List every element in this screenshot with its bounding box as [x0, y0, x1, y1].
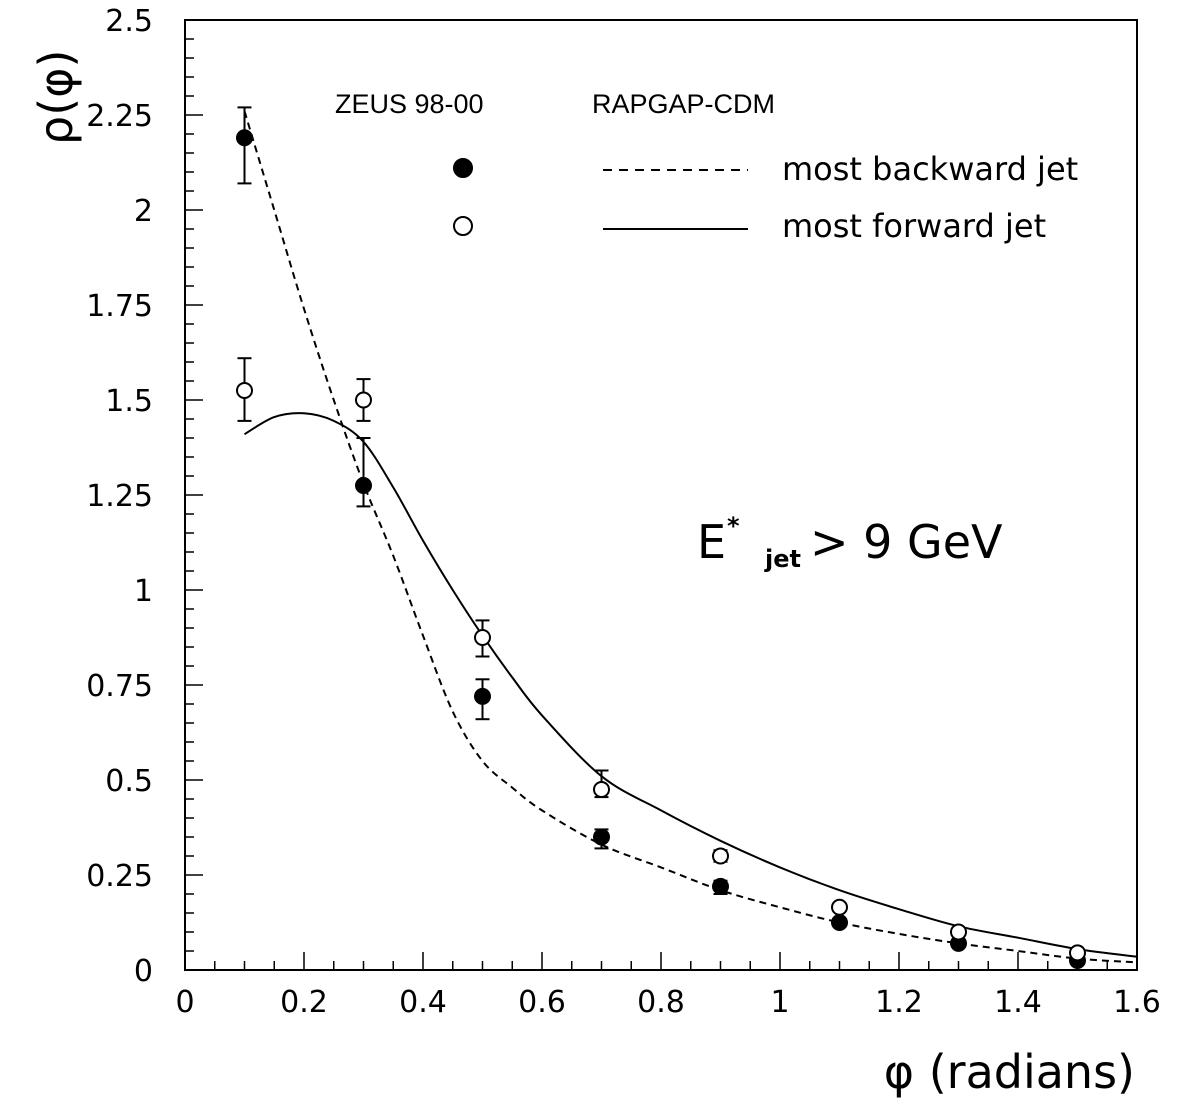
y-tick-label: 2 [134, 194, 153, 229]
x-tick-label: 0 [175, 985, 194, 1020]
cut-annotation: E * jet > 9 GeV [697, 512, 1003, 573]
y-tick-label: 2.25 [86, 99, 153, 134]
forward-jet-data-point [236, 382, 253, 399]
legend-marker-forward [453, 216, 473, 236]
x-tick-label: 0.2 [280, 985, 328, 1020]
y-axis-label: ρ(φ) [29, 50, 83, 145]
annotation-main: E [697, 515, 726, 569]
axis-ticks [184, 19, 1138, 971]
y-tick-label: 2.5 [105, 4, 153, 39]
forward-jet-data-point [474, 629, 491, 646]
data-points [236, 106, 1086, 969]
backward-jet-data-point [355, 477, 372, 494]
y-tick-label: 1.25 [86, 479, 153, 514]
legend-header-model: RAPGAP-CDM [592, 89, 775, 119]
legend-marker-backward [453, 158, 473, 178]
backward-jet-data-point [474, 687, 491, 705]
y-tick-label: 1.75 [86, 289, 153, 324]
annotation-superscript: * [727, 512, 740, 540]
model-curves [243, 110, 1138, 964]
x-tick-label: 1.6 [1113, 985, 1161, 1020]
y-tick-label: 0 [134, 954, 153, 989]
backward-jet-data-point [236, 129, 253, 147]
forward-jet-model-curve [243, 412, 1138, 958]
forward-jet-data-point [831, 898, 848, 916]
annotation-subscript: jet [764, 545, 801, 573]
backward-jet-data-point [712, 877, 729, 895]
legend-label-forward: most forward jet [782, 207, 1046, 245]
forward-jet-data-point [355, 391, 372, 409]
x-tick-label: 0.4 [399, 985, 447, 1020]
x-tick-label: 0.6 [518, 985, 566, 1020]
x-tick-label: 1 [770, 985, 789, 1020]
legend: ZEUS 98-00 RAPGAP-CDM most backward jet … [335, 89, 1078, 245]
forward-jet-data-point [1069, 944, 1086, 962]
legend-label-backward: most backward jet [782, 150, 1078, 188]
x-tick-label: 0.8 [637, 985, 685, 1020]
x-tick-label: 1.4 [994, 985, 1042, 1020]
y-tick-label: 0.75 [86, 669, 153, 704]
backward-jet-model-curve [243, 110, 1138, 964]
y-tick-label: 0.25 [86, 859, 153, 894]
x-tick-label: 1.2 [875, 985, 923, 1020]
forward-jet-data-point [593, 781, 610, 798]
tick-labels: 0 0.2 0.4 0.6 0.8 1 1.2 1.4 1.6 0 0.25 0.5 0.75 1 1.25… [86, 4, 1161, 1020]
forward-jet-data-point [950, 923, 967, 941]
y-tick-label: 1.5 [105, 384, 153, 419]
annotation-rest: > 9 GeV [810, 515, 1003, 569]
y-tick-label: 1 [134, 574, 153, 609]
backward-jet-data-point [831, 914, 848, 931]
y-tick-label: 0.5 [105, 764, 153, 799]
backward-jet-data-point [593, 828, 610, 846]
x-axis-label: φ (radians) [884, 1045, 1135, 1099]
forward-jet-data-point [712, 847, 729, 865]
legend-header-data: ZEUS 98-00 [335, 89, 484, 119]
